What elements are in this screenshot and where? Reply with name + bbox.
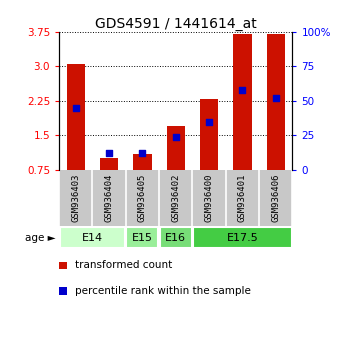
Point xyxy=(273,95,279,101)
Text: percentile rank within the sample: percentile rank within the sample xyxy=(75,286,251,296)
Bar xyxy=(167,126,185,170)
Bar xyxy=(200,98,218,170)
Bar xyxy=(126,227,159,249)
Point xyxy=(207,119,212,124)
Text: GSM936404: GSM936404 xyxy=(105,174,114,222)
Bar xyxy=(133,154,152,170)
Point xyxy=(73,105,78,110)
Text: transformed count: transformed count xyxy=(75,260,172,270)
Text: E16: E16 xyxy=(165,233,186,243)
Bar xyxy=(233,34,251,170)
Point xyxy=(106,150,112,156)
Text: GSM936401: GSM936401 xyxy=(238,174,247,222)
Text: age ►: age ► xyxy=(25,233,56,243)
Bar xyxy=(100,158,118,170)
Text: GSM936400: GSM936400 xyxy=(204,174,214,222)
Text: E17.5: E17.5 xyxy=(226,233,258,243)
Text: E14: E14 xyxy=(82,233,103,243)
Text: GSM936406: GSM936406 xyxy=(271,174,280,222)
Bar xyxy=(267,34,285,170)
Bar xyxy=(60,227,125,249)
Title: GDS4591 / 1441614_at: GDS4591 / 1441614_at xyxy=(95,17,257,31)
Text: E15: E15 xyxy=(132,233,153,243)
Text: GSM936403: GSM936403 xyxy=(71,174,80,222)
Text: GSM936402: GSM936402 xyxy=(171,174,180,222)
Text: GSM936405: GSM936405 xyxy=(138,174,147,222)
Point xyxy=(173,134,178,139)
Bar xyxy=(193,227,292,249)
Bar xyxy=(160,227,192,249)
Point xyxy=(240,87,245,93)
Point xyxy=(140,150,145,156)
Bar xyxy=(67,64,85,170)
